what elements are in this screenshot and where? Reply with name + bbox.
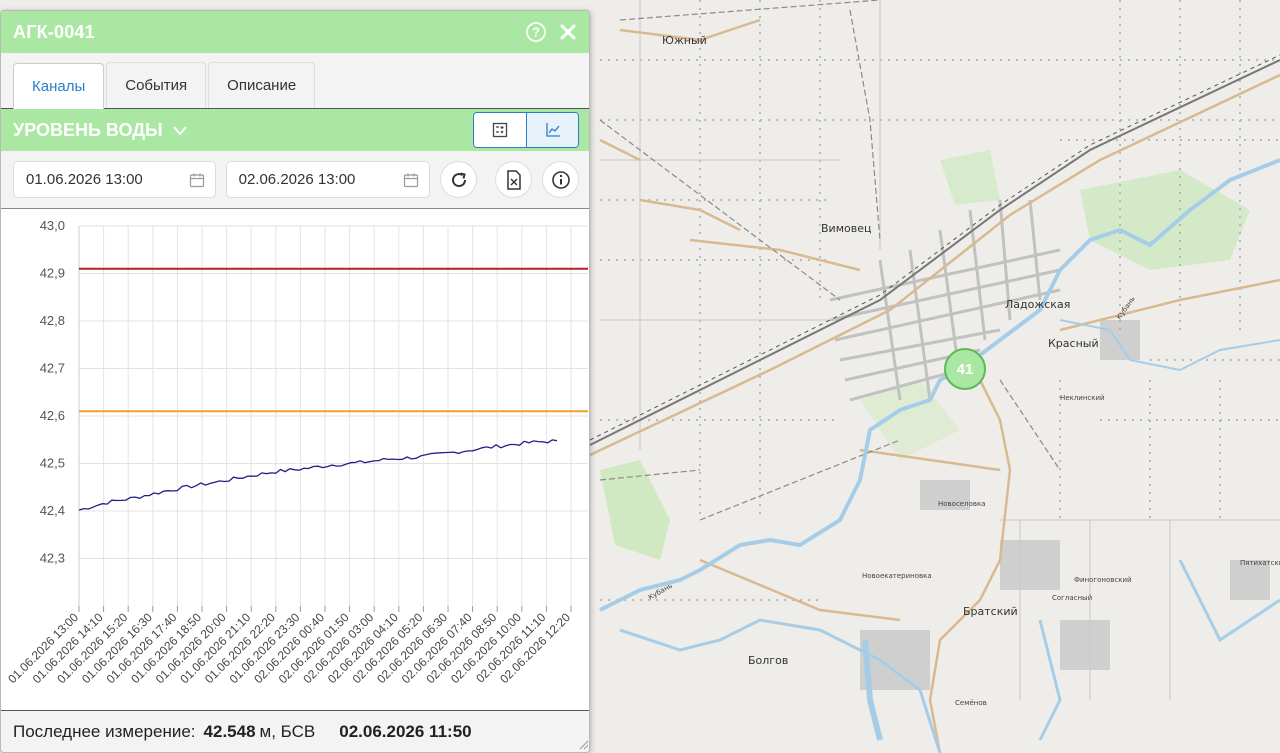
map-label-pyatikhatsky: Пятихатский xyxy=(1240,559,1280,567)
date-to-value: 02.06.2026 13:00 xyxy=(238,171,356,188)
map-label-bolgov: Болгов xyxy=(748,654,788,667)
view-toggle xyxy=(473,112,579,148)
refresh-button[interactable] xyxy=(440,161,478,198)
water-level-chart: 43,0 42,9 42,8 42,7 42,6 42,5 42,4 42,3 01.06.20… xyxy=(1,211,589,711)
y-tick-label: 42,8 xyxy=(40,313,65,328)
y-tick-label: 43,0 xyxy=(40,218,65,233)
station-panel: АГК-0041 ? Каналы События Описание УРОВЕ… xyxy=(0,10,590,753)
last-measurement-unit: м, БСВ xyxy=(259,721,316,741)
refresh-icon xyxy=(451,172,466,187)
panel-title: АГК-0041 xyxy=(13,21,95,42)
calendar-icon xyxy=(404,173,419,187)
map-label-bratsky: Братский xyxy=(963,605,1018,618)
date-from-input[interactable]: 01.06.2026 13:00 xyxy=(13,161,216,198)
last-measurement-bar: Последнее измерение: 42.548 м, БСВ 02.06… xyxy=(1,710,589,752)
y-tick-label: 42,7 xyxy=(40,361,65,376)
line-chart-icon xyxy=(545,123,560,137)
station-marker[interactable]: 41 xyxy=(944,348,986,390)
table-icon xyxy=(492,122,508,138)
info-button[interactable] xyxy=(542,161,579,198)
chart-svg: 43,042,942,842,742,642,542,442,301.06.20… xyxy=(5,218,588,686)
channel-bar: УРОВЕНЬ ВОДЫ xyxy=(1,109,589,151)
y-tick-label: 42,6 xyxy=(40,408,65,423)
calendar-icon xyxy=(189,173,204,187)
table-view-button[interactable] xyxy=(474,113,526,147)
map-label-semenov: Семёнов xyxy=(955,699,987,707)
map-label-vimovets: Вимовец xyxy=(821,222,871,235)
help-icon[interactable]: ? xyxy=(525,21,547,43)
svg-text:?: ? xyxy=(532,25,540,40)
map-label-novoekaterinovka: Новоекатериновка xyxy=(862,572,932,580)
tab-bar: Каналы События Описание xyxy=(1,53,589,109)
channel-select[interactable]: УРОВЕНЬ ВОДЫ xyxy=(13,120,187,141)
date-from-value: 01.06.2026 13:00 xyxy=(26,171,143,188)
tab-description[interactable]: Описание xyxy=(208,62,316,108)
channel-select-label: УРОВЕНЬ ВОДЫ xyxy=(13,119,163,140)
y-tick-label: 42,5 xyxy=(40,456,65,471)
resize-grip-icon[interactable] xyxy=(579,740,589,750)
tab-label: События xyxy=(125,77,188,94)
y-tick-label: 42,9 xyxy=(40,266,65,281)
map-label-krasny: Красный xyxy=(1048,337,1099,350)
series-line xyxy=(78,439,558,511)
tab-channels[interactable]: Каналы xyxy=(13,63,105,109)
last-measurement-label: Последнее измерение: xyxy=(13,721,196,741)
last-measurement-datetime: 02.06.2026 11:50 xyxy=(339,721,472,741)
tab-events[interactable]: События xyxy=(106,62,207,108)
controls-bar: 01.06.2026 13:00 02.06.2026 13:00 xyxy=(1,151,589,209)
tab-label: Описание xyxy=(227,77,297,94)
map-label-yuzhny: Южный xyxy=(662,34,707,47)
close-icon[interactable] xyxy=(557,21,579,43)
date-to-input[interactable]: 02.06.2026 13:00 xyxy=(225,161,431,198)
map-label-fingogonovsky: Финогоновский xyxy=(1074,576,1132,584)
map-label-ladozhskaya: Ладожская xyxy=(1005,298,1070,311)
info-icon xyxy=(551,170,570,189)
chevron-down-icon xyxy=(172,120,187,141)
tab-label: Каналы xyxy=(32,78,86,95)
last-measurement-value: 42.548 xyxy=(203,721,256,741)
map-label-novoselovka: Новоселовка xyxy=(938,500,986,508)
marker-count: 41 xyxy=(956,360,974,378)
map-label-nevlinsky: Неклинский xyxy=(1060,394,1105,402)
y-tick-label: 42,3 xyxy=(40,551,65,566)
export-excel-button[interactable] xyxy=(495,161,533,198)
excel-file-icon xyxy=(506,169,521,190)
panel-header: АГК-0041 ? xyxy=(1,11,589,53)
y-tick-label: 42,4 xyxy=(40,503,65,518)
map-label-soglasny: Согласный xyxy=(1052,594,1092,602)
chart-view-button[interactable] xyxy=(526,113,578,147)
